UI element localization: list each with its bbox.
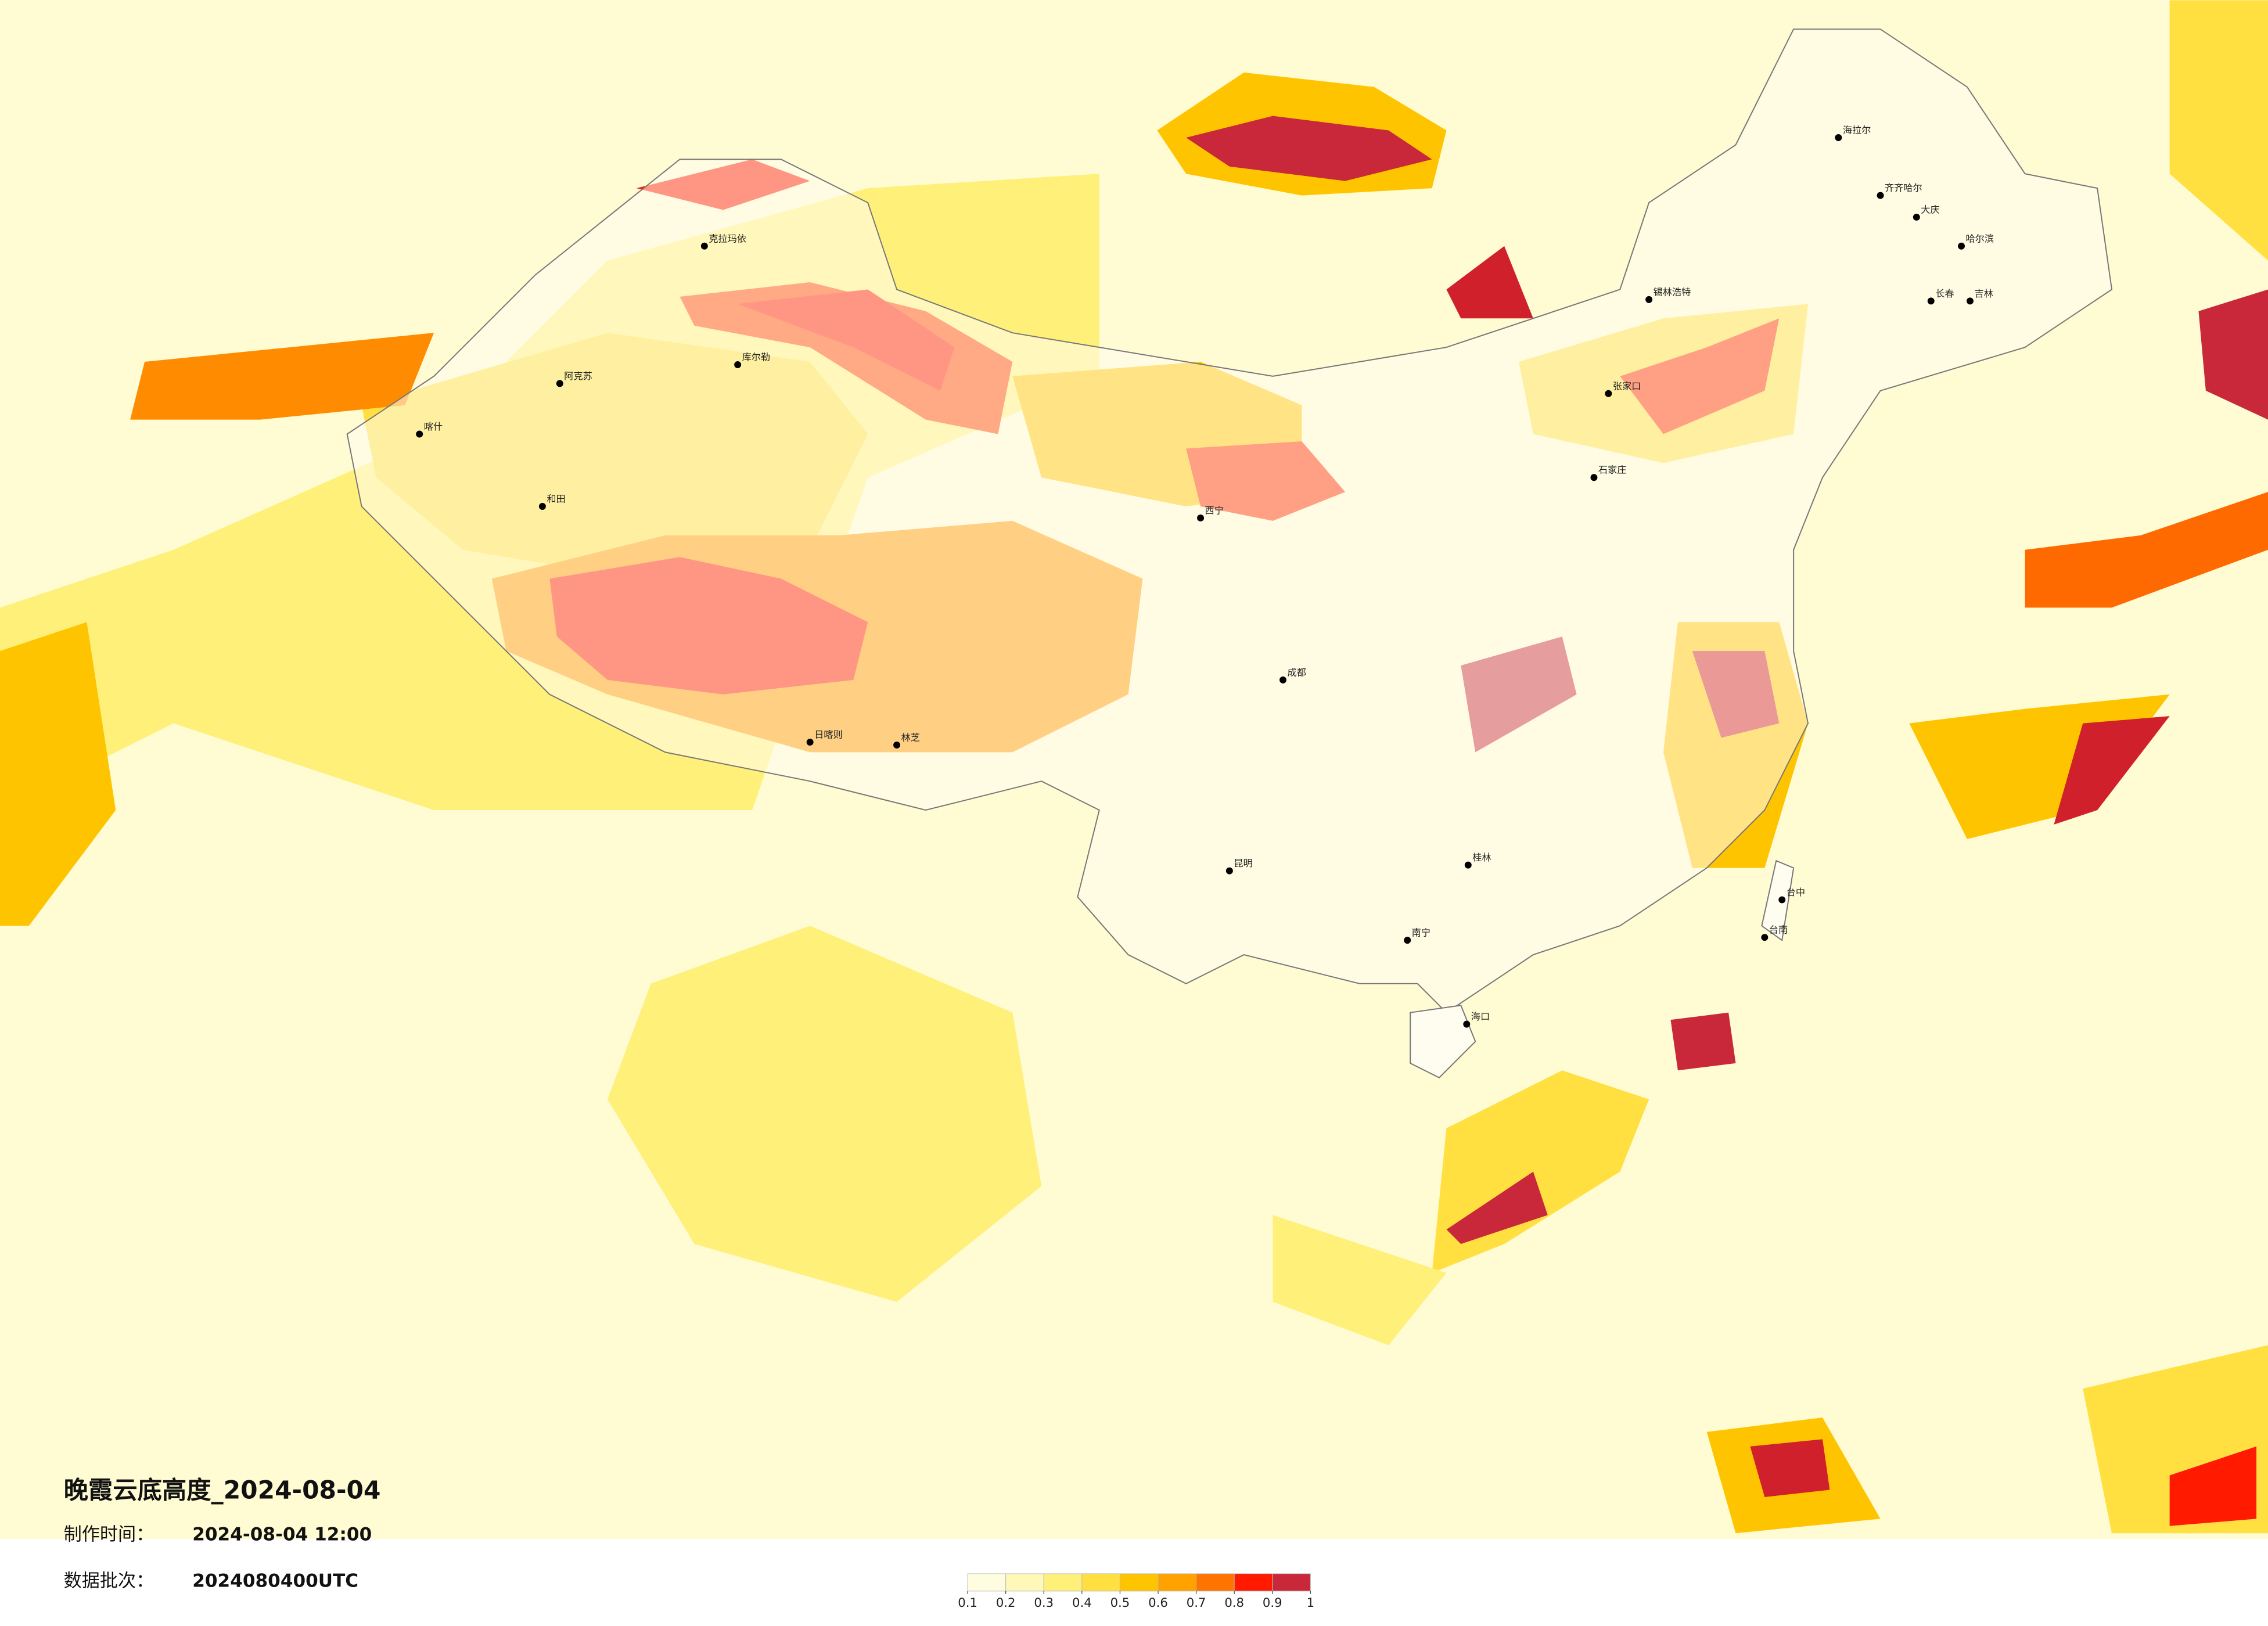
city-dot xyxy=(1404,937,1411,944)
city-label: 南宁 xyxy=(1412,927,1430,938)
city-dot xyxy=(1877,192,1884,199)
city-label: 喀什 xyxy=(424,421,443,432)
city-dot xyxy=(1958,242,1965,250)
city-dot xyxy=(1590,474,1598,481)
city-dot xyxy=(1778,896,1786,904)
city-label: 长春 xyxy=(1935,288,1954,299)
city-dot xyxy=(806,738,814,746)
city-label: 桂林 xyxy=(1472,852,1491,863)
city-dot xyxy=(556,380,563,387)
city-label: 张家口 xyxy=(1613,380,1641,391)
title: 晚霞云底高度_2024-08-04 xyxy=(64,1476,381,1504)
city-label: 台中 xyxy=(1787,887,1805,898)
colorbar-segment xyxy=(967,1573,1007,1592)
city-label: 和田 xyxy=(547,494,565,505)
city-dot xyxy=(1605,390,1612,397)
city-label: 石家庄 xyxy=(1598,465,1627,476)
production-time: 2024-08-04 12:00 xyxy=(192,1524,372,1545)
city-label: 海拉尔 xyxy=(1843,124,1871,135)
colorbar-tick-label: 0.9 xyxy=(1263,1595,1282,1610)
colorbar-segment xyxy=(1081,1573,1120,1592)
city-label: 昆明 xyxy=(1234,858,1252,869)
colorbar-tick-label: 1 xyxy=(1307,1595,1314,1610)
city-label: 成都 xyxy=(1287,667,1306,678)
city-dot xyxy=(1927,297,1935,305)
city-dot xyxy=(1197,514,1205,521)
city-label: 阿克苏 xyxy=(564,370,592,382)
colorbar-segment xyxy=(1005,1573,1044,1592)
colorbar-segment xyxy=(1272,1573,1311,1592)
city-label: 库尔勒 xyxy=(742,351,771,362)
city-label: 西宁 xyxy=(1205,505,1224,516)
production-time-label: 制作时间： xyxy=(64,1524,154,1545)
city-label: 哈尔滨 xyxy=(1965,233,1994,244)
colorbar-segment xyxy=(1158,1573,1197,1592)
city-dot xyxy=(1645,296,1653,303)
city-label: 齐齐哈尔 xyxy=(1885,182,1922,193)
city-label: 大庆 xyxy=(1921,204,1939,215)
colorbar-tick-label: 0.6 xyxy=(1148,1595,1168,1610)
city-dot xyxy=(538,503,546,510)
city-dot xyxy=(1835,134,1842,141)
city-dot xyxy=(1464,861,1472,869)
city-dot xyxy=(416,430,423,438)
city-label: 台南 xyxy=(1769,924,1788,936)
city-label: 海口 xyxy=(1471,1011,1490,1022)
colorbar-tick-label: 0.3 xyxy=(1034,1595,1054,1610)
batch-label: 数据批次： xyxy=(64,1570,154,1591)
colorbar-tick-label: 0.2 xyxy=(996,1595,1016,1610)
city-dot xyxy=(1463,1020,1471,1028)
city-dot xyxy=(1225,867,1233,875)
colorbar-segment xyxy=(1119,1573,1159,1592)
colorbar-segment xyxy=(1043,1573,1083,1592)
batch: 2024080400UTC xyxy=(192,1570,358,1591)
city-dot xyxy=(1761,934,1769,941)
city-dot xyxy=(1913,213,1920,221)
city-dot xyxy=(734,361,742,368)
city-label: 林芝 xyxy=(901,732,920,743)
city-dot xyxy=(1279,676,1286,684)
city-dot xyxy=(700,242,708,250)
city-label: 克拉玛依 xyxy=(709,233,746,244)
city-dot xyxy=(893,741,901,749)
colorbar-tick-label: 0.5 xyxy=(1110,1595,1130,1610)
colorbar-tick-label: 0.1 xyxy=(958,1595,977,1610)
colorbar-tick-label: 0.7 xyxy=(1187,1595,1206,1610)
city-label: 锡林浩特 xyxy=(1654,286,1691,297)
colorbar-segment xyxy=(1196,1573,1235,1592)
china-land xyxy=(346,28,2113,1078)
colorbar-tick-label: 0.4 xyxy=(1072,1595,1092,1610)
city-label: 日喀则 xyxy=(814,729,843,740)
colorbar-tick-label: 0.8 xyxy=(1224,1595,1244,1610)
colorbar: 0.1 0.2 0.3 0.4 0.5 0.6 0.7 0.8 0.9 1 xyxy=(958,1573,1314,1610)
city-dot xyxy=(1966,297,1974,305)
colorbar-segment xyxy=(1234,1573,1273,1592)
city-label: 吉林 xyxy=(1974,288,1993,299)
